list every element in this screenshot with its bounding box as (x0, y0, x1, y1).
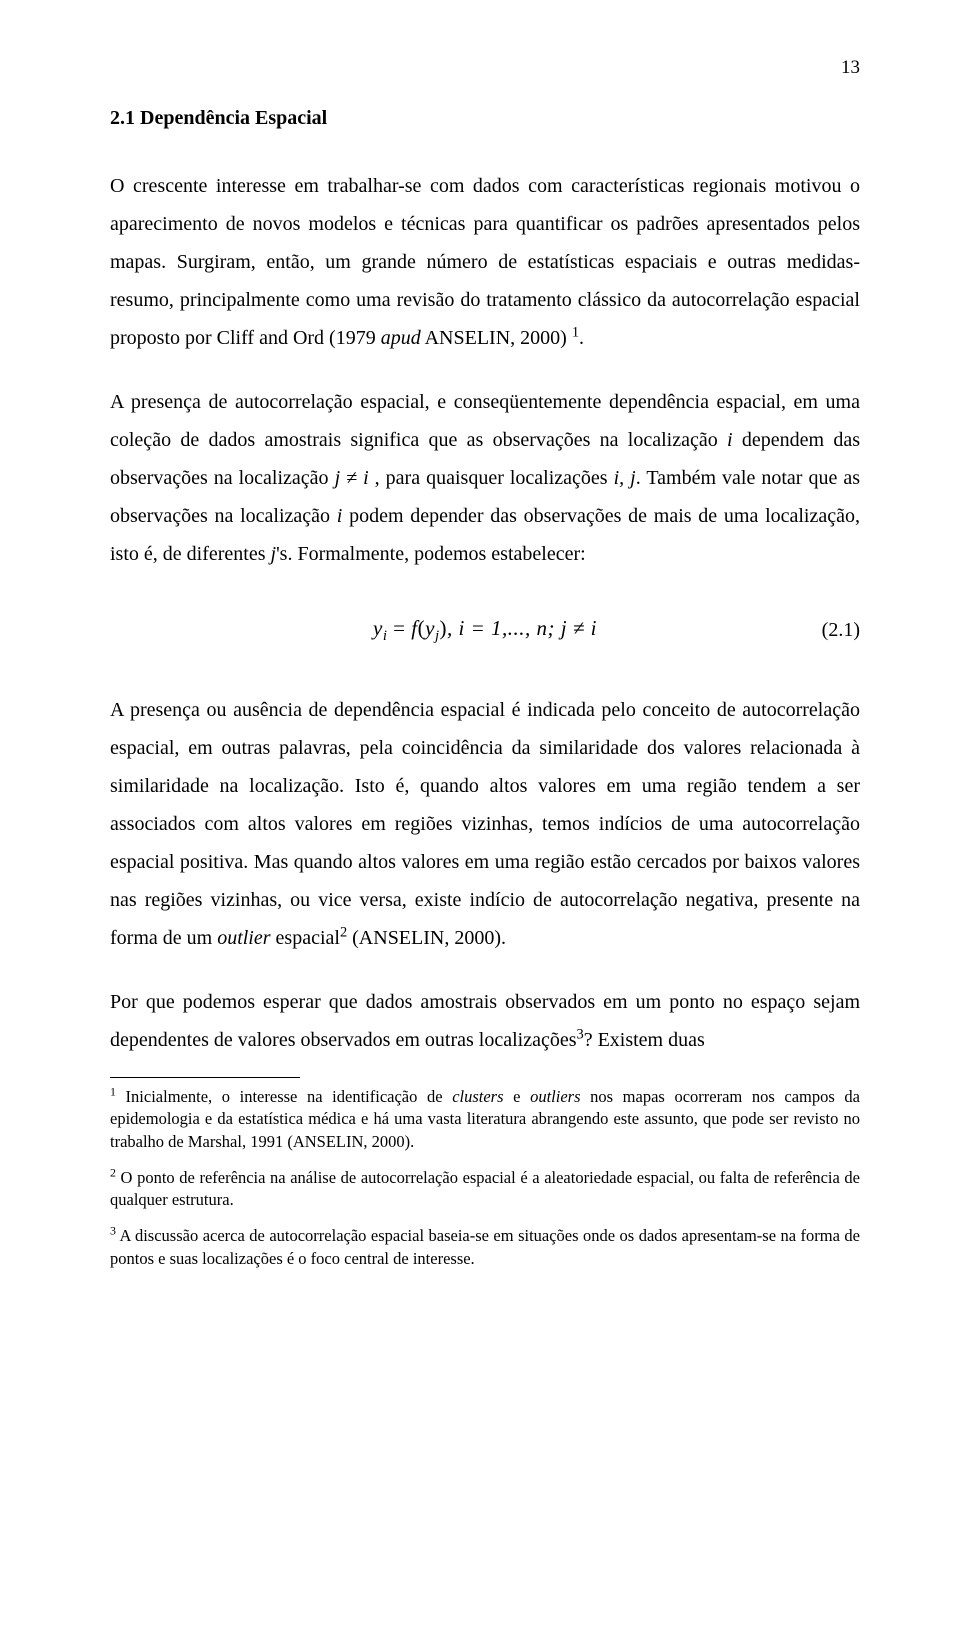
equation-2-1: yi = f(yj), i = 1,..., n; j ≠ i (2.1) (110, 609, 860, 651)
eq-rparen: ) (440, 616, 448, 640)
footnote-3: 3 A discussão acerca de autocorrelação e… (110, 1225, 860, 1270)
p2-ij: i, j (614, 467, 636, 489)
p1-text-b: ANSELIN, 2000) (421, 327, 572, 349)
p3-outlier: outlier (217, 927, 270, 949)
p3-text-c: (ANSELIN, 2000). (347, 927, 506, 949)
p3-text-a: A presença ou ausência de dependência es… (110, 699, 860, 949)
p1-apud: apud (381, 327, 421, 349)
footnote-ref-1: 1 (572, 324, 579, 340)
section-heading: 2.1 Dependência Espacial (110, 105, 860, 131)
footnote-2: 2 O ponto de referência na análise de au… (110, 1167, 860, 1212)
footnote-ref-3: 3 (576, 1026, 583, 1042)
eq-lhs-var: y (373, 616, 383, 640)
eq-arg-var: y (425, 616, 435, 640)
p2-text-f: 's. Formalmente, podemos estabelecer: (276, 543, 586, 565)
p2-jnei: j ≠ i (335, 467, 369, 489)
f1-text-a: Inicialmente, o interesse na identificaç… (116, 1087, 452, 1106)
p4-text-b: ? Existem duas (584, 1029, 705, 1051)
f1-text-b: e (504, 1087, 531, 1106)
equation-body: yi = f(yj), i = 1,..., n; j ≠ i (373, 609, 597, 651)
p2-text-c: , para quaisquer localizações (369, 467, 614, 489)
f1-outliers: outliers (530, 1087, 580, 1106)
footnote-separator (110, 1077, 300, 1078)
f3-text: A discussão acerca de autocorrelação esp… (110, 1226, 860, 1267)
p3-text-b: espacial (271, 927, 340, 949)
p1-text-c: . (579, 327, 584, 349)
f1-clusters: clusters (452, 1087, 503, 1106)
p1-text-a: O crescente interesse em trabalhar-se co… (110, 175, 860, 349)
p4-text-a: Por que podemos esperar que dados amostr… (110, 991, 860, 1051)
footnote-1: 1 Inicialmente, o interesse na identific… (110, 1086, 860, 1153)
page-number: 13 (110, 58, 860, 77)
paragraph-4: Por que podemos esperar que dados amostr… (110, 983, 860, 1059)
f2-text: O ponto de referência na análise de auto… (110, 1168, 860, 1209)
paragraph-1: O crescente interesse em trabalhar-se co… (110, 167, 860, 357)
eq-lparen: ( (418, 616, 426, 640)
eq-tail: , i = 1,..., n; j ≠ i (447, 616, 597, 640)
eq-equals: = (387, 616, 411, 640)
paragraph-2: A presença de autocorrelação espacial, e… (110, 383, 860, 573)
equation-number: (2.1) (822, 611, 860, 649)
paragraph-3: A presença ou ausência de dependência es… (110, 691, 860, 957)
